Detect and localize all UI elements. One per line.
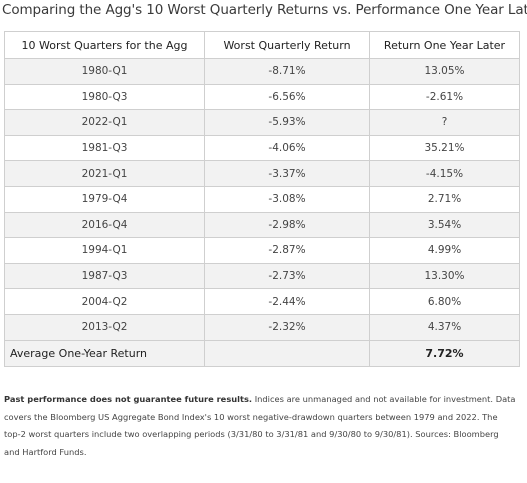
worst-return-cell: -2.73% [204,262,370,290]
return-later-cell: 13.05% [369,58,520,85]
quarter-cell: 1980-Q1 [4,58,205,85]
worst-return-cell: -2.44% [204,288,370,315]
column-header-quarter: 10 Worst Quarters for the Agg [4,31,205,59]
worst-return-cell: -2.32% [204,313,370,341]
table-row: 1980-Q1 -8.71% 13.05% [4,58,520,85]
average-label: Average One-Year Return [4,339,205,367]
table-row: 1994-Q1 -2.87% 4.99% [4,237,520,264]
average-row: Average One-Year Return 7.72% [4,339,520,367]
column-header-worst-return: Worst Quarterly Return [204,31,370,59]
return-later-cell: 4.99% [369,237,520,264]
table-header-row: 10 Worst Quarters for the Agg Worst Quar… [4,31,520,59]
quarter-cell: 1981-Q3 [4,134,205,162]
column-header-return-later: Return One Year Later [369,31,520,59]
table-row: 1987-Q3 -2.73% 13.30% [4,262,520,290]
quarter-cell: 2016-Q4 [4,211,205,239]
return-later-cell: -2.61% [369,83,520,111]
average-empty-cell [204,339,370,367]
return-later-cell: 13.30% [369,262,520,290]
worst-return-cell: -6.56% [204,83,370,111]
return-later-cell: -4.15% [369,160,520,187]
quarter-cell: 1980-Q3 [4,83,205,111]
footnote-text: Indices are unmanaged and not available … [4,394,516,457]
footnote: Past performance does not guarantee futu… [4,391,516,461]
worst-return-cell: -3.08% [204,185,370,213]
return-later-cell: 35.21% [369,134,520,162]
table-row: 2004-Q2 -2.44% 6.80% [4,288,520,315]
table-row: 2016-Q4 -2.98% 3.54% [4,211,520,239]
worst-return-cell: -8.71% [204,58,370,85]
return-later-cell: ? [369,109,520,136]
quarter-cell: 2013-Q2 [4,313,205,341]
table-row: 2022-Q1 -5.93% ? [4,109,520,136]
quarter-cell: 2004-Q2 [4,288,205,315]
worst-return-cell: -5.93% [204,109,370,136]
return-later-cell: 2.71% [369,185,520,213]
return-later-cell: 6.80% [369,288,520,315]
quarter-cell: 1979-Q4 [4,185,205,213]
quarter-cell: 1987-Q3 [4,262,205,290]
return-later-cell: 3.54% [369,211,520,239]
worst-return-cell: -3.37% [204,160,370,187]
worst-return-cell: -4.06% [204,134,370,162]
page-title: Comparing the Agg's 10 Worst Quarterly R… [2,2,527,18]
table-row: 1981-Q3 -4.06% 35.21% [4,134,520,162]
table-row: 2021-Q1 -3.37% -4.15% [4,160,520,187]
worst-quarters-table: 10 Worst Quarters for the Agg Worst Quar… [4,31,520,367]
table-row: 2013-Q2 -2.32% 4.37% [4,313,520,341]
table-row: 1980-Q3 -6.56% -2.61% [4,83,520,111]
average-value: 7.72% [369,339,520,367]
worst-return-cell: -2.98% [204,211,370,239]
table-row: 1979-Q4 -3.08% 2.71% [4,185,520,213]
quarter-cell: 2021-Q1 [4,160,205,187]
footnote-disclaimer: Past performance does not guarantee futu… [4,394,253,404]
quarter-cell: 1994-Q1 [4,237,205,264]
return-later-cell: 4.37% [369,313,520,341]
worst-return-cell: -2.87% [204,237,370,264]
quarter-cell: 2022-Q1 [4,109,205,136]
